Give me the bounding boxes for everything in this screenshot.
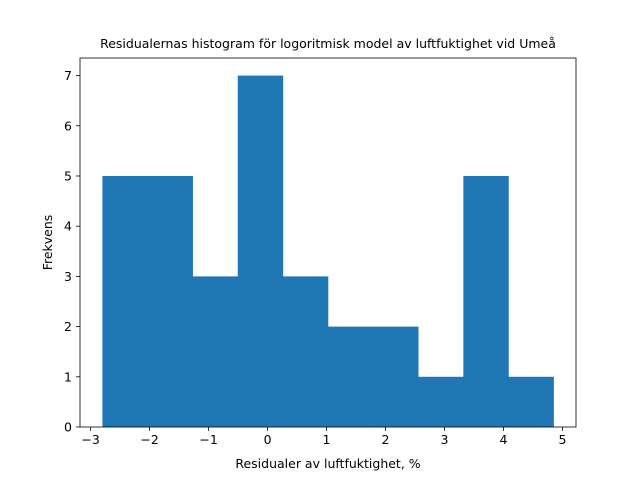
chart-title: Residualernas histogram för logoritmisk … [100,36,556,51]
histogram-bar [508,376,554,427]
y-axis-ticks: 0 1 2 3 4 5 6 7 [64,68,80,435]
y-axis-label: Frekvens [40,215,55,271]
histogram-bar [463,175,509,427]
y-tick-label: 4 [64,219,72,234]
x-tick-label: 2 [382,432,390,447]
y-tick-label: 3 [64,269,72,284]
y-tick-label: 7 [64,68,72,83]
x-tick-label: −2 [140,432,158,447]
y-tick-label: 5 [64,168,72,183]
bars-group [102,75,554,428]
histogram-bar [373,326,419,427]
y-tick-label: 0 [64,420,72,435]
x-tick-label: 5 [558,432,566,447]
x-tick-label: −3 [81,432,99,447]
x-axis-ticks: −3 −2 −1 0 1 2 3 4 5 [81,427,566,447]
y-tick-label: 6 [64,118,72,133]
y-tick-label: 2 [64,319,72,334]
x-tick-label: 1 [323,432,331,447]
histogram-bar [237,75,284,428]
x-tick-label: 4 [499,432,507,447]
histogram-bar [147,175,193,427]
y-tick-label: 1 [64,369,72,384]
histogram-bar [418,376,464,427]
plot-frame [79,57,577,428]
x-tick-label: 0 [264,432,272,447]
x-tick-label: −1 [199,432,217,447]
histogram-bar [282,276,329,427]
histogram-bar [192,276,239,427]
histogram-bar [328,326,374,427]
histogram-bar [102,175,148,427]
x-tick-label: 3 [441,432,449,447]
x-axis-label: Residualer av luftfuktighet, % [235,456,420,471]
